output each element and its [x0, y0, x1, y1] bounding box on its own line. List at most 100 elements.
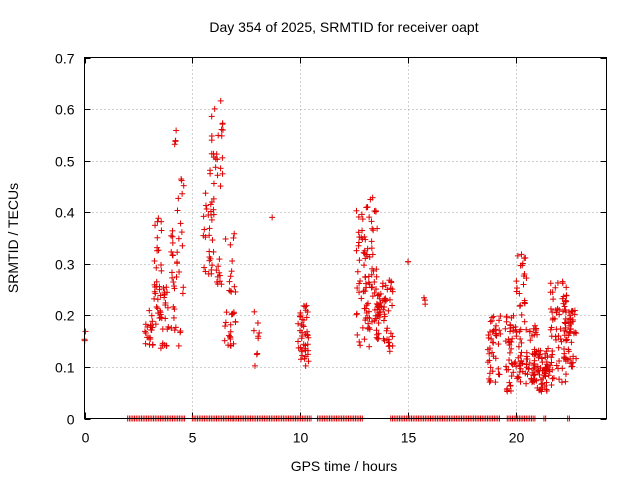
data-point	[497, 313, 504, 320]
data-point	[516, 328, 523, 335]
data-point	[555, 365, 562, 372]
data-point	[558, 379, 565, 386]
data-point	[510, 369, 517, 376]
data-point	[539, 359, 546, 366]
data-point	[305, 334, 312, 341]
data-point	[217, 97, 224, 104]
data-point	[269, 214, 276, 221]
x-tick-label: 20	[509, 430, 525, 446]
data-point	[209, 237, 216, 244]
data-point	[552, 306, 559, 313]
data-point	[177, 327, 184, 334]
data-point	[489, 339, 496, 346]
data-point	[566, 316, 573, 323]
data-point	[492, 355, 499, 362]
y-tick-label: 0.6	[55, 102, 75, 118]
data-point	[508, 345, 515, 352]
data-point	[180, 182, 187, 189]
data-point	[177, 220, 184, 227]
plot-frame	[84, 57, 607, 419]
data-point	[298, 329, 305, 336]
data-point	[549, 366, 556, 373]
data-point	[513, 278, 520, 285]
data-point	[228, 311, 235, 318]
data-point	[153, 303, 160, 310]
data-point	[521, 318, 528, 325]
data-point	[158, 267, 165, 274]
data-point	[256, 329, 263, 336]
data-point	[366, 253, 373, 260]
data-point	[520, 281, 527, 288]
data-point	[154, 296, 161, 303]
data-point	[547, 362, 554, 369]
data-point	[173, 127, 180, 134]
data-point	[421, 297, 428, 304]
data-point	[82, 328, 89, 335]
data-point	[550, 374, 557, 381]
data-point	[385, 307, 392, 314]
data-point	[163, 342, 170, 349]
data-point	[169, 252, 176, 259]
data-point	[202, 202, 209, 209]
data-point	[362, 305, 369, 312]
data-point	[518, 251, 525, 258]
data-point	[372, 207, 379, 214]
data-point	[405, 258, 412, 265]
data-point	[549, 351, 556, 358]
data-point	[206, 225, 213, 232]
data-point	[361, 262, 368, 269]
data-point	[549, 375, 556, 382]
data-point	[513, 363, 520, 370]
data-point	[506, 379, 513, 386]
data-point	[222, 323, 229, 330]
data-point	[206, 257, 213, 264]
data-point	[370, 267, 377, 274]
data-point	[496, 317, 503, 324]
data-point	[523, 364, 530, 371]
data-point	[302, 303, 309, 310]
data-point	[300, 302, 307, 309]
data-point	[161, 289, 168, 296]
data-point	[230, 340, 237, 347]
data-point	[254, 350, 261, 357]
data-point	[206, 232, 213, 239]
data-point	[355, 213, 362, 220]
data-point	[380, 306, 387, 313]
data-point	[180, 284, 187, 291]
data-point	[303, 314, 310, 321]
data-point	[356, 280, 363, 287]
data-point	[548, 382, 555, 389]
data-point	[210, 180, 217, 187]
data-point	[488, 317, 495, 324]
data-point	[254, 320, 261, 327]
data-point	[386, 348, 393, 355]
data-point	[555, 344, 562, 351]
data-point	[226, 278, 233, 285]
data-point	[357, 278, 364, 285]
data-point	[219, 154, 226, 161]
data-point	[299, 322, 306, 329]
data-point	[176, 268, 183, 275]
data-point	[517, 378, 524, 385]
data-point	[562, 337, 569, 344]
data-point	[521, 300, 528, 307]
data-point	[207, 167, 214, 174]
data-point	[507, 328, 514, 335]
data-point	[354, 285, 361, 292]
data-point	[361, 247, 368, 254]
data-point	[509, 335, 516, 342]
data-point	[368, 245, 375, 252]
data-point	[211, 105, 218, 112]
data-point	[171, 283, 178, 290]
data-point	[381, 303, 388, 310]
data-point	[363, 309, 370, 316]
data-point	[179, 290, 186, 297]
chart-title: Day 354 of 2025, SRMTID for receiver oap…	[209, 19, 478, 35]
data-point	[168, 248, 175, 255]
data-point	[362, 236, 369, 243]
data-point	[251, 362, 258, 369]
data-point	[506, 349, 513, 356]
data-point	[366, 214, 373, 221]
data-point	[230, 234, 237, 241]
data-point	[523, 326, 530, 333]
